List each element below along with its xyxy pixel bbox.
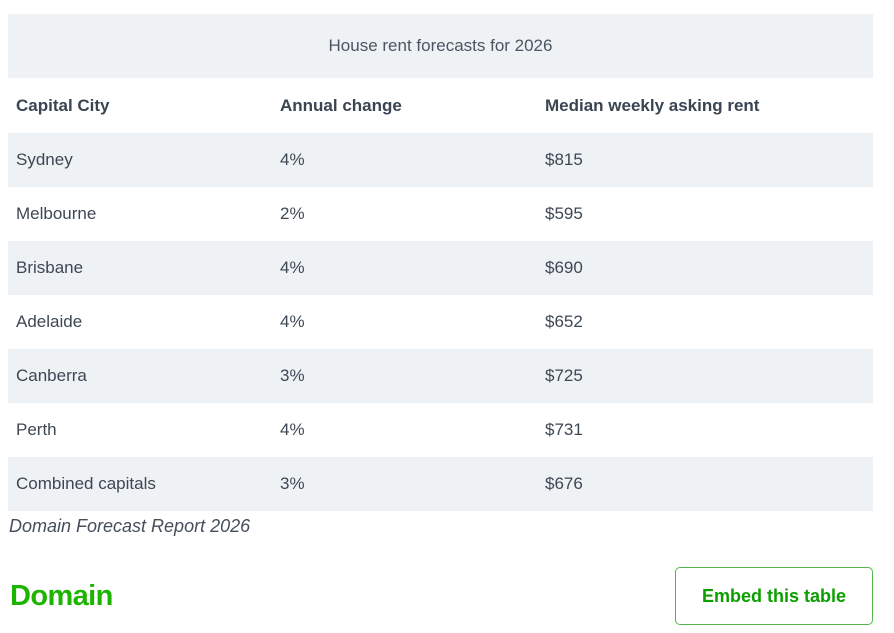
rent-cell: $595 [545, 204, 583, 223]
change-cell: 4% [280, 312, 305, 331]
table-title: House rent forecasts for 2026 [8, 14, 873, 78]
column-header-annual-change: Annual change [272, 78, 537, 133]
change-cell: 4% [280, 420, 305, 439]
city-cell: Melbourne [16, 204, 97, 223]
rent-forecast-table-widget: House rent forecasts for 2026 Capital Ci… [8, 14, 873, 625]
rent-cell: $676 [545, 474, 583, 493]
rent-cell: $725 [545, 366, 583, 385]
rent-cell: $815 [545, 150, 583, 169]
change-cell: 4% [280, 150, 305, 169]
forecast-table: Capital City Annual change Median weekly… [8, 78, 873, 511]
change-cell: 4% [280, 258, 305, 277]
rent-cell: $731 [545, 420, 583, 439]
change-cell: 3% [280, 474, 305, 493]
rent-cell: $690 [545, 258, 583, 277]
domain-logo[interactable]: Domain [10, 579, 113, 612]
embed-table-button[interactable]: Embed this table [674, 567, 873, 625]
table-row: Brisbane 4% $690 [8, 241, 873, 295]
change-cell: 2% [280, 204, 305, 223]
city-cell: Perth [16, 420, 57, 439]
header-row: Capital City Annual change Median weekly… [8, 78, 873, 133]
table-row: Perth 4% $731 [8, 403, 873, 457]
city-cell: Combined capitals [16, 474, 156, 493]
table-caption: Domain Forecast Report 2026 [9, 516, 251, 536]
table-row: Sydney 4% $815 [8, 133, 873, 187]
city-cell: Brisbane [16, 258, 84, 277]
city-cell: Adelaide [16, 312, 83, 331]
rent-cell: $652 [545, 312, 583, 331]
column-header-median-rent: Median weekly asking rent [537, 78, 873, 133]
change-cell: 3% [280, 366, 305, 385]
table-row: Canberra 3% $725 [8, 349, 873, 403]
footer: Domain Embed this table [8, 567, 873, 625]
city-cell: Sydney [16, 150, 73, 169]
table-row: Adelaide 4% $652 [8, 295, 873, 349]
table-row: Melbourne 2% $595 [8, 187, 873, 241]
city-cell: Canberra [16, 366, 87, 385]
column-header-capital-city: Capital City [8, 78, 272, 133]
table-row: Combined capitals 3% $676 [8, 457, 873, 511]
